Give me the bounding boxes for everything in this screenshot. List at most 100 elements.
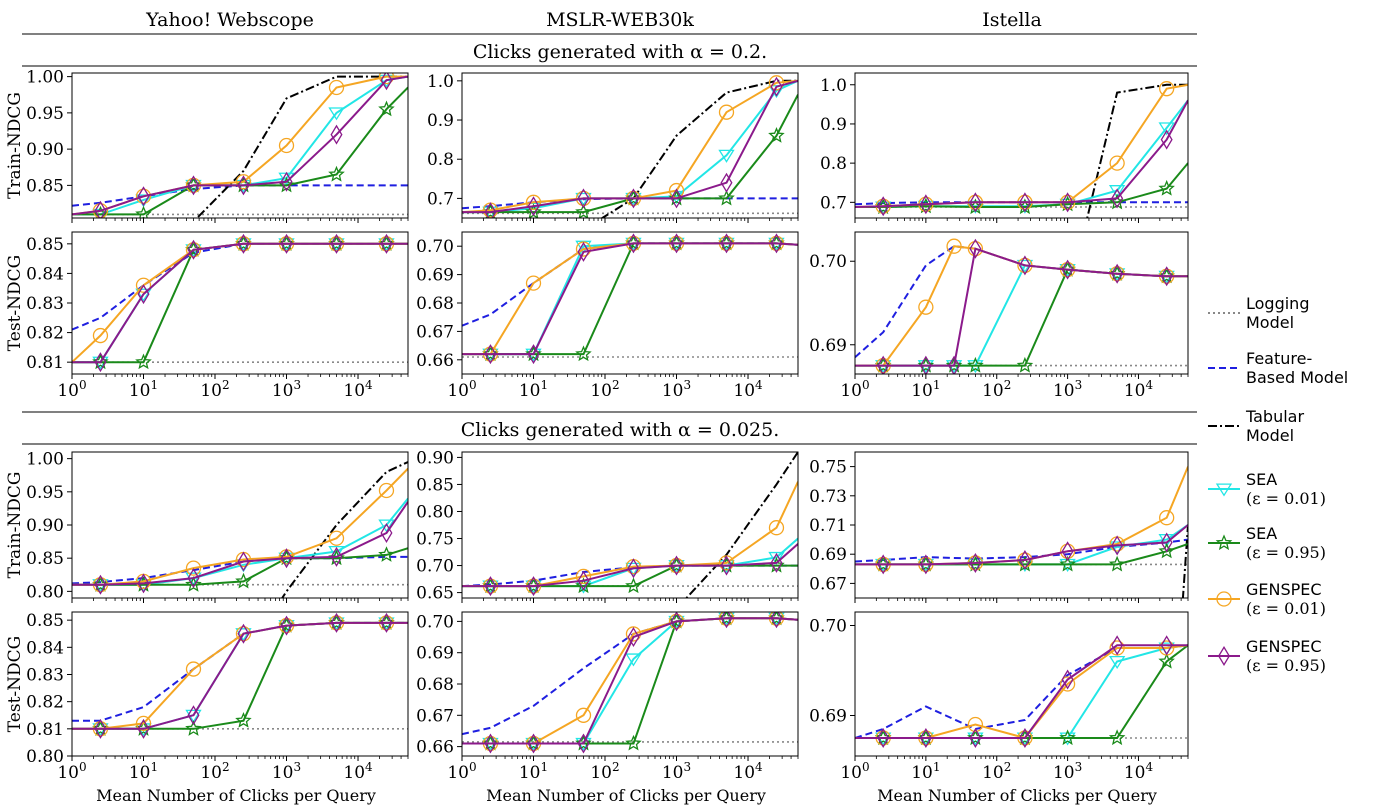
series-line-gen001 xyxy=(855,466,1188,566)
marker-gen095 xyxy=(137,186,150,207)
marker-gen001 xyxy=(185,661,202,677)
marker-gen095 xyxy=(280,171,293,192)
x-axis-label-col1: Mean Number of Clicks per Query xyxy=(96,786,376,805)
panel-r3-c0: 0.80 0.81 0.82 0.83 0.84 0.85 100 101 102 103 104 T… xyxy=(5,611,409,783)
legend-label: GENSPEC xyxy=(1246,580,1322,599)
marker-gen095 xyxy=(237,175,250,196)
marker-sea095 xyxy=(668,234,685,251)
y-tick-label: 0.67 xyxy=(809,574,847,594)
y-tick-label: 0.68 xyxy=(416,675,454,695)
marker-sea095 xyxy=(1016,356,1034,373)
marker-gen001 xyxy=(1159,510,1175,526)
series-line-gen095 xyxy=(72,501,408,586)
marker-gen001 xyxy=(235,626,252,642)
marker-gen095 xyxy=(877,355,890,374)
series-line-gen095 xyxy=(72,621,408,730)
marker-sea095 xyxy=(668,612,685,629)
marker-gen095 xyxy=(237,233,250,254)
y-tick-label: 0.70 xyxy=(809,252,847,272)
marker-gen095 xyxy=(187,175,200,196)
marker-gen095 xyxy=(670,555,683,576)
x-axis-label-col2: Mean Number of Clicks per Query xyxy=(486,786,766,805)
marker-sea095 xyxy=(482,345,499,362)
y-tick-label: 0.69 xyxy=(809,545,847,565)
marker-sea001 xyxy=(135,194,152,208)
series-line-sea095 xyxy=(855,644,1188,739)
y-tick-label: 0.8 xyxy=(820,154,847,174)
marker-gen095 xyxy=(484,733,497,754)
plot-area xyxy=(462,452,798,598)
marker-sea095 xyxy=(1158,542,1175,559)
series-line-sea001 xyxy=(855,264,1188,367)
marker-gen001 xyxy=(525,275,542,291)
series-line-feature xyxy=(855,644,1188,739)
panel-r2-c2: 0.67 0.69 0.71 0.73 0.75 xyxy=(809,451,1189,603)
marker-sea095 xyxy=(575,345,592,362)
marker-gen095 xyxy=(877,196,890,217)
marker-gen095 xyxy=(627,627,640,648)
y-tick-label: 0.85 xyxy=(26,176,64,196)
marker-gen095 xyxy=(94,718,107,739)
marker-gen095 xyxy=(770,612,783,629)
marker-sea095 xyxy=(185,241,202,257)
marker-gen001 xyxy=(235,174,252,190)
legend-sublabel: (ε = 0.95) xyxy=(1246,656,1326,675)
legend-label: Logging xyxy=(1246,294,1309,313)
series-line-sea001 xyxy=(72,242,408,364)
marker-sea095 xyxy=(235,712,252,728)
marker-sea095 xyxy=(768,234,785,251)
marker-sea095 xyxy=(668,556,685,573)
y-tick-label: 0.85 xyxy=(416,475,454,495)
y-tick-label: 0.90 xyxy=(416,448,454,468)
marker-gen095 xyxy=(770,76,783,97)
plot-area xyxy=(855,81,1188,218)
marker-gen001 xyxy=(1059,676,1076,692)
marker-sea095 xyxy=(92,720,109,736)
axes-frame xyxy=(461,72,799,219)
y-tick-label: 0.90 xyxy=(26,140,64,160)
series-line-sea001 xyxy=(462,537,798,588)
marker-sea095 xyxy=(278,235,295,251)
marker-sea095 xyxy=(1108,265,1126,281)
marker-sea095 xyxy=(1059,555,1076,572)
x-tick-label: 103 xyxy=(272,378,301,401)
marker-gen095 xyxy=(948,355,961,374)
y-tick-label: 0.73 xyxy=(809,487,847,507)
marker-gen095 xyxy=(969,727,982,749)
axes-frame xyxy=(71,72,409,219)
plot-area xyxy=(72,73,408,218)
panel-r0-c2: 0.7 0.8 0.9 1.0 xyxy=(820,72,1189,223)
x-tick-label: 102 xyxy=(982,760,1011,783)
marker-sea095 xyxy=(625,234,642,251)
y-axis-label: Test-NDCG xyxy=(5,636,25,732)
x-tick-label: 102 xyxy=(590,760,619,783)
marker-gen095 xyxy=(527,576,540,597)
x-tick-label: 100 xyxy=(447,760,476,783)
marker-gen001 xyxy=(575,568,592,585)
y-tick-label: 0.82 xyxy=(26,324,64,344)
x-tick-label: 102 xyxy=(590,378,619,401)
marker-gen001 xyxy=(135,188,152,204)
marker-gen095 xyxy=(1018,550,1031,571)
marker-sea001 xyxy=(378,74,395,88)
marker-gen095 xyxy=(94,200,107,218)
legend-marker-gen001 xyxy=(1216,591,1232,607)
axes-frame xyxy=(854,231,1189,375)
legend-item-feature: Feature-Based Model xyxy=(1208,349,1348,387)
x-tick-label: 101 xyxy=(911,760,940,783)
marker-sea095 xyxy=(378,100,395,117)
series-line-gen095 xyxy=(462,617,798,745)
marker-sea095 xyxy=(378,614,395,630)
marker-sea095 xyxy=(135,353,152,370)
marker-sea095 xyxy=(575,734,592,751)
y-tick-label: 0.70 xyxy=(416,557,454,577)
marker-gen001 xyxy=(768,520,785,536)
marker-gen095 xyxy=(720,555,733,576)
marker-gen095 xyxy=(94,352,107,373)
legend-marker-gen095 xyxy=(1217,645,1231,667)
marker-gen095 xyxy=(770,233,783,254)
marker-sea095 xyxy=(328,614,345,630)
marker-gen095 xyxy=(237,623,250,644)
